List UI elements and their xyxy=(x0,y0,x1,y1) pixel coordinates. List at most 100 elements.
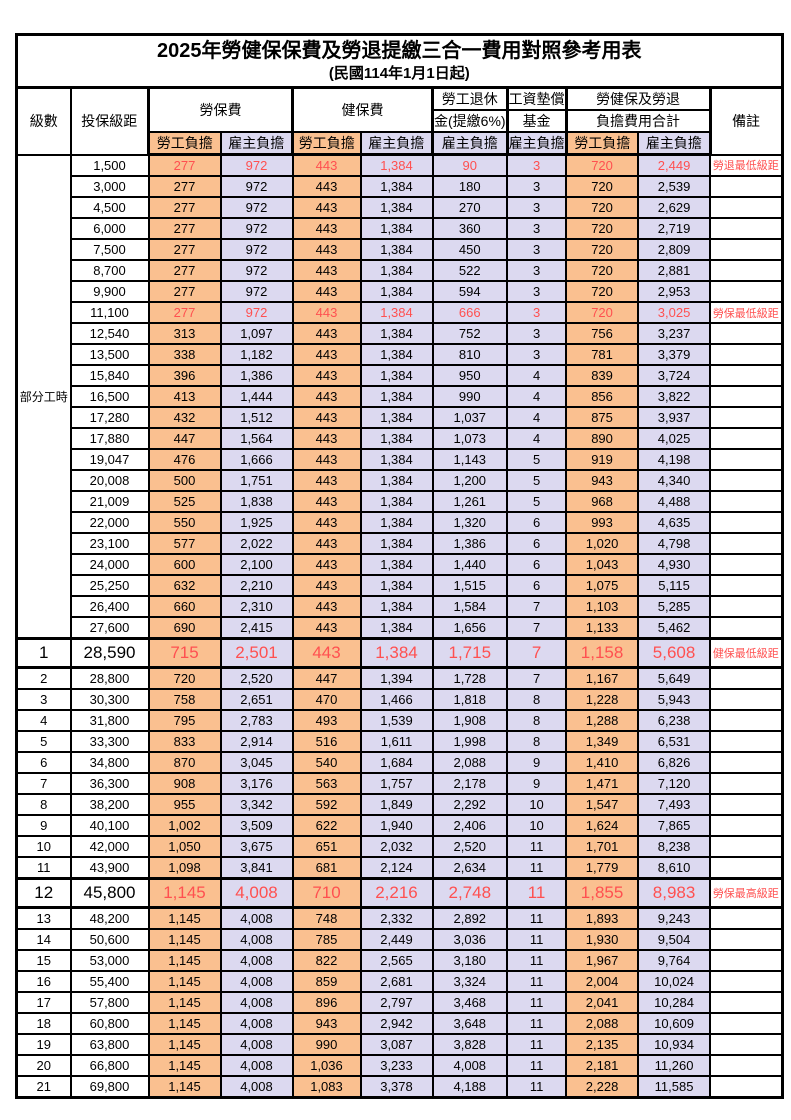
table-row: 3,000 277 972 443 1,384 180 3 720 2,539 xyxy=(17,175,784,198)
wage-fund-employer-fee-cell: 6 xyxy=(506,574,568,597)
bracket-cell: 38,200 xyxy=(69,793,150,816)
premium-reference-table: 2025年勞健保保費及勞退提繳三合一費用對照參考用表 (民國114年1月1日起)… xyxy=(15,33,784,1099)
table-row: 14 50,600 1,145 4,008 785 2,449 3,036 11 1,930 9,… xyxy=(15,928,784,951)
total-employer-fee-cell: 5,115 xyxy=(637,574,712,597)
table-row: 23,100 577 2,022 443 1,384 1,386 6 1,020 4,798 xyxy=(17,532,784,555)
wage-fund-employer-fee-cell: 7 xyxy=(506,616,568,640)
labor-employee-fee-cell: 432 xyxy=(147,406,222,429)
table-row: 19 63,800 1,145 4,008 990 3,087 3,828 11 2,135 10… xyxy=(15,1033,784,1056)
total-employer-fee-cell: 10,609 xyxy=(637,1012,712,1035)
health-employer-fee-cell: 1,384 xyxy=(359,259,434,282)
bracket-cell: 57,800 xyxy=(69,991,150,1014)
labor-employee-fee-cell: 833 xyxy=(147,730,222,753)
note-cell xyxy=(709,238,784,261)
wage-fund-employer-fee-cell: 10 xyxy=(506,814,568,837)
labor-employer-fee-cell: 4,008 xyxy=(219,991,294,1014)
health-employer-fee-cell: 1,684 xyxy=(359,751,434,774)
pension-employer-fee-cell: 180 xyxy=(431,175,509,198)
bracket-cell: 34,800 xyxy=(69,751,150,774)
note-cell: 勞退最低級距 xyxy=(709,153,784,177)
health-employer-fee-cell: 1,539 xyxy=(359,709,434,732)
pension-employer-fee-cell: 1,143 xyxy=(431,448,509,471)
pension-employer-fee-cell: 4,188 xyxy=(431,1075,509,1099)
table-row: 17 57,800 1,145 4,008 896 2,797 3,468 11 2,041 10… xyxy=(15,991,784,1014)
health-employer-fee-cell: 1,384 xyxy=(359,532,434,555)
total-employee-fee-cell: 720 xyxy=(565,175,640,198)
bracket-cell: 63,800 xyxy=(69,1033,150,1056)
header-row-group1: 級數 投保級距 勞保費 健保費 勞工退休 工資墊償 勞健保及勞退 備註 xyxy=(15,86,784,156)
note-cell xyxy=(709,427,784,450)
bracket-cell: 13,500 xyxy=(69,343,150,366)
total-employee-fee-cell: 1,410 xyxy=(565,751,640,774)
labor-employee-fee-cell: 447 xyxy=(147,427,222,450)
note-cell xyxy=(709,814,784,837)
bracket-cell: 3,000 xyxy=(69,175,150,198)
labor-employer-fee-cell: 3,176 xyxy=(219,772,294,795)
labor-employee-fee-cell: 413 xyxy=(147,385,222,408)
total-employer-fee-cell: 3,724 xyxy=(637,364,712,387)
labor-employer-fee-cell: 1,666 xyxy=(219,448,294,471)
health-employer-fee-cell: 2,681 xyxy=(359,970,434,993)
health-employee-fee-cell: 493 xyxy=(291,709,362,732)
wage-fund-employer-fee-cell: 6 xyxy=(506,511,568,534)
health-employer-fee-cell: 1,384 xyxy=(359,490,434,513)
total-employer-fee-cell: 5,285 xyxy=(637,595,712,618)
bracket-cell: 15,840 xyxy=(69,364,150,387)
bracket-cell: 55,400 xyxy=(69,970,150,993)
wage-fund-employer-fee-cell: 6 xyxy=(506,532,568,555)
col-header-labor-insurance: 勞保費 xyxy=(147,86,294,133)
total-employee-fee-cell: 856 xyxy=(565,385,640,408)
total-employee-fee-cell: 1,158 xyxy=(565,637,640,669)
pension-employer-fee-cell: 1,261 xyxy=(431,490,509,513)
health-employer-fee-cell: 1,384 xyxy=(359,238,434,261)
total-employer-fee-cell: 5,608 xyxy=(637,637,712,669)
health-employer-fee-cell: 2,565 xyxy=(359,949,434,972)
health-employer-fee-cell: 1,384 xyxy=(359,406,434,429)
health-employee-fee-cell: 447 xyxy=(291,666,362,690)
note-cell xyxy=(709,490,784,513)
level-cell: 12 xyxy=(15,877,72,909)
total-employer-fee-cell: 4,488 xyxy=(637,490,712,513)
table-row: 24,000 600 2,100 443 1,384 1,440 6 1,043 4,930 xyxy=(17,553,784,576)
total-employee-fee-cell: 1,624 xyxy=(565,814,640,837)
total-employee-fee-cell: 720 xyxy=(565,259,640,282)
bracket-cell: 24,000 xyxy=(69,553,150,576)
labor-employer-fee-cell: 4,008 xyxy=(219,970,294,993)
labor-employer-fee-cell: 3,675 xyxy=(219,835,294,858)
total-employer-fee-cell: 2,809 xyxy=(637,238,712,261)
level-cell: 16 xyxy=(15,970,72,993)
health-employee-fee-cell: 516 xyxy=(291,730,362,753)
note-cell xyxy=(709,751,784,774)
table-row: 20 66,800 1,145 4,008 1,036 3,233 4,008 11 2,181… xyxy=(15,1054,784,1077)
health-employee-fee-cell: 710 xyxy=(291,877,362,909)
bracket-cell: 8,700 xyxy=(69,259,150,282)
labor-employee-fee-cell: 525 xyxy=(147,490,222,513)
total-employee-fee-cell: 720 xyxy=(565,280,640,303)
table-row: 9,900 277 972 443 1,384 594 3 720 2,953 xyxy=(17,280,784,303)
total-employee-fee-cell: 2,181 xyxy=(565,1054,640,1077)
bracket-cell: 36,300 xyxy=(69,772,150,795)
health-employee-fee-cell: 592 xyxy=(291,793,362,816)
table-row: 1 28,590 715 2,501 443 1,384 1,715 7 1,158 5,608 健… xyxy=(15,637,784,669)
health-employer-fee-cell: 1,384 xyxy=(359,574,434,597)
health-employee-fee-cell: 443 xyxy=(291,322,362,345)
note-cell xyxy=(709,385,784,408)
health-employee-fee-cell: 622 xyxy=(291,814,362,837)
wage-fund-employer-fee-cell: 3 xyxy=(506,217,568,240)
wage-fund-employer-fee-cell: 11 xyxy=(506,991,568,1014)
pension-employer-fee-cell: 1,073 xyxy=(431,427,509,450)
bracket-cell: 26,400 xyxy=(69,595,150,618)
health-employer-fee-cell: 1,384 xyxy=(359,343,434,366)
bracket-cell: 28,800 xyxy=(69,666,150,690)
total-employer-fee-cell: 6,238 xyxy=(637,709,712,732)
note-cell xyxy=(709,688,784,711)
labor-employee-fee-cell: 277 xyxy=(147,153,222,177)
table-row: 15,840 396 1,386 443 1,384 950 4 839 3,724 xyxy=(17,364,784,387)
health-employer-fee-cell: 1,849 xyxy=(359,793,434,816)
wage-fund-employer-fee-cell: 3 xyxy=(506,259,568,282)
health-employee-fee-cell: 443 xyxy=(291,490,362,513)
total-employee-fee-cell: 2,135 xyxy=(565,1033,640,1056)
table-row: 15 53,000 1,145 4,008 822 2,565 3,180 11 1,967 9,… xyxy=(15,949,784,972)
total-employee-fee-cell: 875 xyxy=(565,406,640,429)
labor-employee-fee-cell: 277 xyxy=(147,238,222,261)
